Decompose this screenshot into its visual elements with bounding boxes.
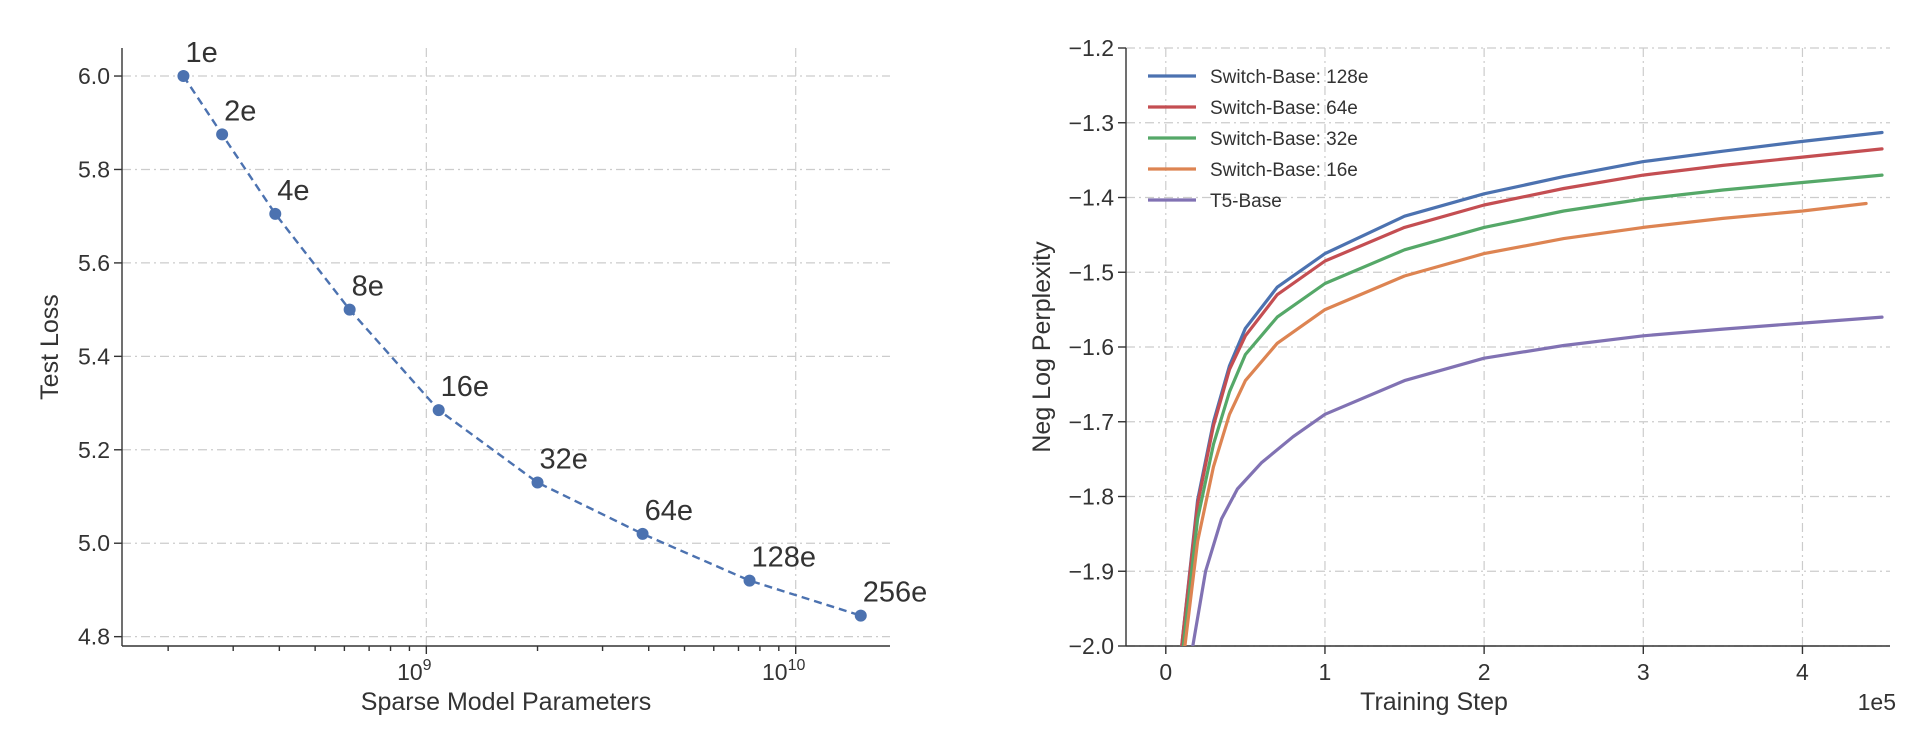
x-axis-label: Sparse Model Parameters bbox=[361, 688, 651, 716]
x-tick-label: 4 bbox=[1796, 659, 1809, 685]
data-label-16e: 16e bbox=[441, 371, 489, 403]
y-tick-label: −1.8 bbox=[1069, 484, 1114, 510]
x-tick-label: 0 bbox=[1159, 659, 1172, 685]
y-axis-label: Test Loss bbox=[36, 294, 64, 400]
x-tick-label: 109 bbox=[397, 657, 432, 685]
data-point-4e bbox=[269, 207, 282, 220]
x-tick-label: 1 bbox=[1319, 659, 1332, 685]
y-tick-label: 5.8 bbox=[78, 156, 110, 182]
neg-log-perplexity-chart: −2.0 −1.9 −1.8 −1.7 −1.6 −1.5 −1.4 −1.3 −1.2 0 1 2 3… bbox=[1028, 35, 1896, 716]
x-axis-label: Training Step bbox=[1360, 688, 1508, 716]
y-tick-label: −2.0 bbox=[1069, 633, 1114, 659]
series-line bbox=[182, 75, 862, 617]
series-line-3 bbox=[1181, 173, 1884, 646]
data-point-128e bbox=[743, 574, 756, 587]
series-line-1 bbox=[1180, 130, 1884, 646]
y-tick-label: −1.7 bbox=[1069, 409, 1114, 435]
x-axis-offset-label: 1e5 bbox=[1858, 689, 1896, 715]
data-label-2e: 2e bbox=[224, 95, 256, 127]
data-label-64e: 64e bbox=[645, 495, 693, 527]
legend-label: Switch-Base: 64e bbox=[1210, 98, 1358, 119]
y-tick-label: 5.2 bbox=[78, 437, 110, 463]
y-tick-label: 4.8 bbox=[78, 624, 110, 650]
y-tick-label: 5.6 bbox=[78, 250, 110, 276]
data-point-1e bbox=[177, 70, 190, 83]
x-tick-exponent: 10 bbox=[788, 657, 806, 674]
data-point-2e bbox=[216, 128, 229, 141]
series-line-4 bbox=[1183, 201, 1868, 646]
legend-label: T5-Base bbox=[1210, 191, 1282, 212]
data-label-4e: 4e bbox=[277, 175, 309, 207]
y-tick-label: −1.6 bbox=[1069, 334, 1114, 360]
y-tick-label: −1.9 bbox=[1069, 558, 1114, 584]
series-lines bbox=[1180, 130, 1884, 646]
data-label-128e: 128e bbox=[752, 542, 817, 574]
y-tick-label: −1.4 bbox=[1069, 185, 1115, 211]
legend-label: Switch-Base: 16e bbox=[1210, 160, 1358, 181]
data-label-32e: 32e bbox=[540, 443, 588, 475]
x-tick-exponent: 9 bbox=[423, 657, 432, 674]
data-label-1e: 1e bbox=[185, 37, 217, 69]
x-tick-label: 3 bbox=[1637, 659, 1650, 685]
data-point-8e bbox=[343, 303, 356, 316]
x-tick-label: 1010 bbox=[762, 657, 805, 685]
data-point-16e bbox=[432, 404, 445, 417]
data-point-32e bbox=[531, 476, 544, 489]
data-label-256e: 256e bbox=[863, 577, 928, 609]
x-tick-label: 2 bbox=[1478, 659, 1491, 685]
legend-label: Switch-Base: 32e bbox=[1210, 129, 1358, 150]
y-axis-label: Neg Log Perplexity bbox=[1028, 241, 1056, 453]
legend-label: Switch-Base: 128e bbox=[1210, 67, 1368, 88]
y-tick-label: 5.0 bbox=[78, 530, 110, 556]
y-tick-label: 6.0 bbox=[78, 63, 110, 89]
series-line-2 bbox=[1180, 147, 1884, 646]
legend: Switch-Base: 128e Switch-Base: 64e Switch-… bbox=[1148, 67, 1368, 212]
data-point-256e bbox=[854, 609, 867, 622]
y-tick-label: −1.5 bbox=[1069, 259, 1114, 285]
x-tick-base: 10 bbox=[397, 659, 423, 685]
x-tick-base: 10 bbox=[762, 659, 788, 685]
series-line-5 bbox=[1191, 315, 1884, 646]
y-tick-label: −1.3 bbox=[1069, 110, 1114, 136]
y-tick-label: −1.2 bbox=[1069, 35, 1114, 61]
data-point-64e bbox=[636, 527, 649, 540]
data-label-8e: 8e bbox=[352, 271, 384, 303]
y-tick-label: 5.4 bbox=[78, 343, 110, 369]
